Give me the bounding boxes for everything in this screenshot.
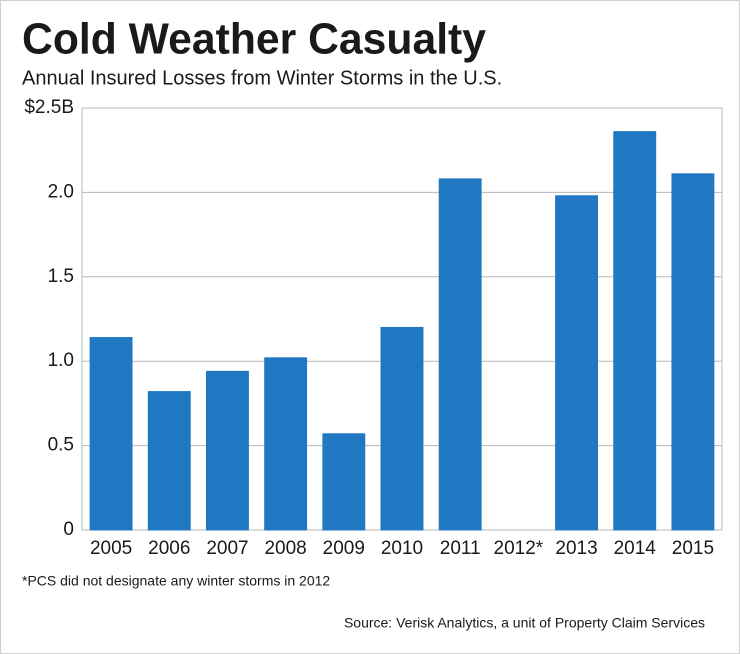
y-tick-label: $2.5B (24, 97, 74, 118)
x-tick-label: 2012* (494, 538, 544, 559)
x-tick-label: 2009 (323, 538, 365, 559)
chart-subtitle: Annual Insured Losses from Winter Storms… (22, 67, 502, 89)
bar (380, 326, 424, 531)
x-tick-label: 2014 (614, 538, 657, 559)
bar (89, 337, 133, 531)
x-tick-label: 2005 (90, 538, 132, 559)
bar (147, 391, 191, 531)
source: Source: Verisk Analytics, a unit of Prop… (344, 615, 705, 631)
bar (322, 433, 366, 531)
y-tick-label: 0 (63, 519, 74, 540)
bar (671, 173, 715, 531)
chart-title: Cold Weather Casualty (22, 15, 487, 64)
x-tick-label: 2015 (672, 538, 714, 559)
y-tick-label: 2.0 (48, 181, 74, 202)
y-tick-label: 0.5 (48, 435, 74, 456)
footnote: *PCS did not designate any winter storms… (22, 573, 330, 589)
bar (613, 131, 657, 531)
x-tick-label: 2010 (381, 538, 423, 559)
x-tick-label: 2013 (555, 538, 597, 559)
bar (438, 178, 482, 531)
bar (264, 357, 308, 531)
y-tick-label: 1.5 (48, 266, 74, 287)
bar (555, 195, 598, 531)
bar (206, 370, 249, 531)
x-tick-label: 2007 (206, 538, 248, 559)
x-tick-label: 2006 (148, 538, 190, 559)
y-tick-label: 1.0 (48, 350, 74, 371)
x-tick-label: 2011 (440, 538, 481, 559)
x-tick-label: 2008 (264, 538, 306, 559)
